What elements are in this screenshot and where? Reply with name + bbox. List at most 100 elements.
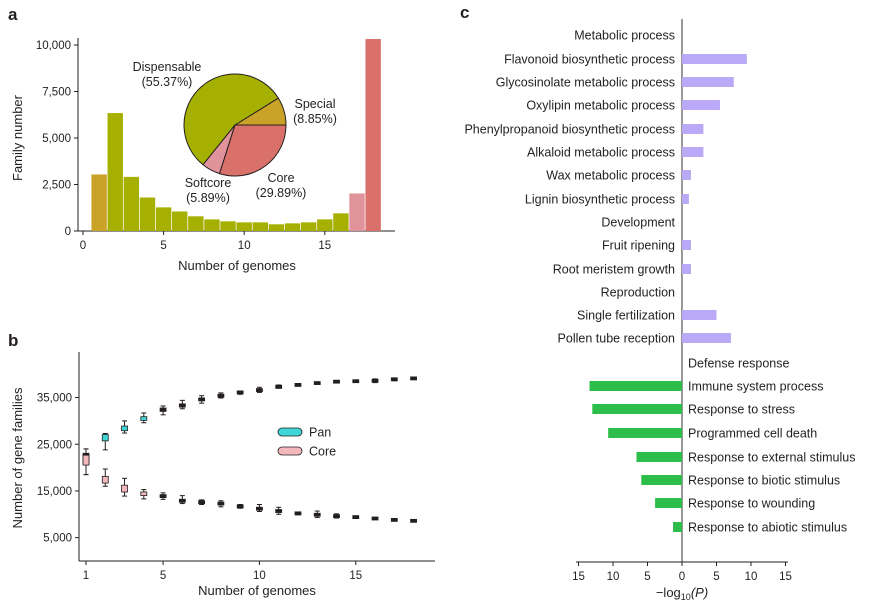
box-pan (217, 393, 225, 398)
x-tick-label: 0 (80, 240, 86, 252)
panel-a-histogram: Number of genomes Family number 0 5 10 15 0 2… (10, 38, 395, 273)
box-pan (198, 397, 206, 402)
box-pan (275, 384, 283, 389)
box-pan (178, 403, 186, 408)
box-pan (101, 434, 109, 442)
panel-b-ylabel: Number of gene families (10, 387, 25, 528)
category-label: Response to wounding (688, 497, 815, 511)
box-pan (410, 376, 417, 381)
x-tick-label: 10 (253, 570, 266, 582)
box-pan (371, 378, 379, 383)
x-tick-label: 10 (607, 571, 620, 583)
x-tick-label: 15 (349, 570, 362, 582)
box-core (410, 518, 417, 523)
box-pan (294, 383, 302, 387)
box-pan (236, 390, 244, 395)
pie-label-name: Special (295, 97, 336, 111)
box-core (352, 515, 360, 520)
category-label: Defense response (688, 357, 790, 371)
box-pan (390, 377, 398, 382)
pie-slice-dispensable (183, 73, 280, 166)
x-tick-label: 0 (679, 571, 685, 583)
panel-label-c: c (460, 3, 469, 22)
x-tick-label: 15 (318, 240, 331, 252)
histogram-bar (204, 219, 220, 231)
legend-label: Core (309, 445, 336, 459)
panel-c-xlabel: −log10(P) (656, 585, 708, 602)
histogram-bar (155, 207, 172, 231)
histogram-bar (284, 223, 301, 231)
box-core (256, 506, 263, 511)
box-core (178, 498, 186, 503)
histogram-bar (172, 211, 188, 231)
box-core (198, 500, 206, 505)
x-tick-label: 10 (745, 571, 758, 583)
histogram-bar (220, 221, 236, 231)
panel-a-ylabel: Family number (10, 94, 25, 181)
category-label: Response to abiotic stimulus (688, 521, 847, 535)
enrichment-bar (682, 240, 691, 250)
histogram-bar (236, 222, 252, 231)
category-label: Fruit ripening (602, 239, 675, 253)
pie-slice-core (218, 124, 287, 177)
box-core (217, 501, 225, 506)
enrichment-bar (673, 522, 682, 532)
box-core (294, 511, 302, 516)
enrichment-bar (682, 310, 717, 320)
category-label: Alkaloid metabolic process (527, 146, 675, 160)
y-tick-label: 10,000 (36, 40, 71, 52)
category-label: Development (601, 216, 675, 230)
enrichment-bar (641, 475, 682, 485)
box-core (159, 494, 167, 498)
enrichment-bar (589, 381, 682, 391)
histogram-bar (349, 193, 365, 231)
enrichment-bar (682, 170, 691, 180)
box-pan (313, 381, 321, 385)
enrichment-bar (682, 124, 704, 134)
category-label: Flavonoid biosynthetic process (504, 53, 675, 67)
enrichment-bar (592, 404, 682, 414)
legend-label: Pan (309, 426, 331, 440)
box-core (121, 484, 128, 493)
enrichment-bar (682, 194, 689, 204)
y-tick-label: 25,000 (37, 439, 72, 451)
histogram-bar (333, 213, 349, 231)
histogram-bar (91, 174, 107, 231)
category-label: Single fertilization (577, 309, 675, 323)
box-pan (352, 379, 360, 384)
histogram-bar (268, 224, 285, 231)
box-core (390, 518, 398, 522)
category-label: Root meristem growth (553, 263, 675, 277)
category-label: Reproduction (601, 286, 675, 300)
box-core (140, 491, 148, 496)
category-label: Phenylpropanoid biosynthetic process (464, 123, 675, 137)
y-tick-label: 15,000 (37, 486, 72, 498)
category-label: Immune system process (688, 380, 823, 394)
box-core (101, 476, 109, 484)
histogram-bar (252, 222, 269, 231)
x-tick-label: 5 (644, 571, 650, 583)
pie-label-percent: (8.85%) (293, 112, 337, 126)
x-tick-label: 5 (160, 570, 166, 582)
pie-label-percent: (5.89%) (186, 191, 230, 205)
category-label: Response to stress (688, 403, 795, 417)
histogram-bar (139, 197, 156, 231)
enrichment-bar (682, 77, 734, 87)
pie-label-percent: (55.37%) (142, 75, 193, 89)
enrichment-bar (682, 333, 731, 343)
enrichment-bar (636, 452, 682, 462)
xlabel-subscript: 10 (681, 592, 691, 602)
y-tick-label: 35,000 (37, 393, 72, 405)
enrichment-bar (608, 428, 682, 438)
category-label: Pollen tube reception (558, 332, 675, 346)
category-label: Oxylipin metabolic process (526, 99, 675, 113)
histogram-bar (317, 219, 333, 231)
category-label: Programmed cell death (688, 427, 817, 441)
category-label: Metabolic process (574, 29, 675, 43)
histogram-bar (300, 222, 317, 231)
pie-label-name: Softcore (185, 176, 232, 190)
panel-b-accumulation-curve: Number of genomes Number of gene familie… (10, 352, 435, 598)
histogram-bar (365, 39, 381, 231)
box-pan (140, 416, 148, 421)
